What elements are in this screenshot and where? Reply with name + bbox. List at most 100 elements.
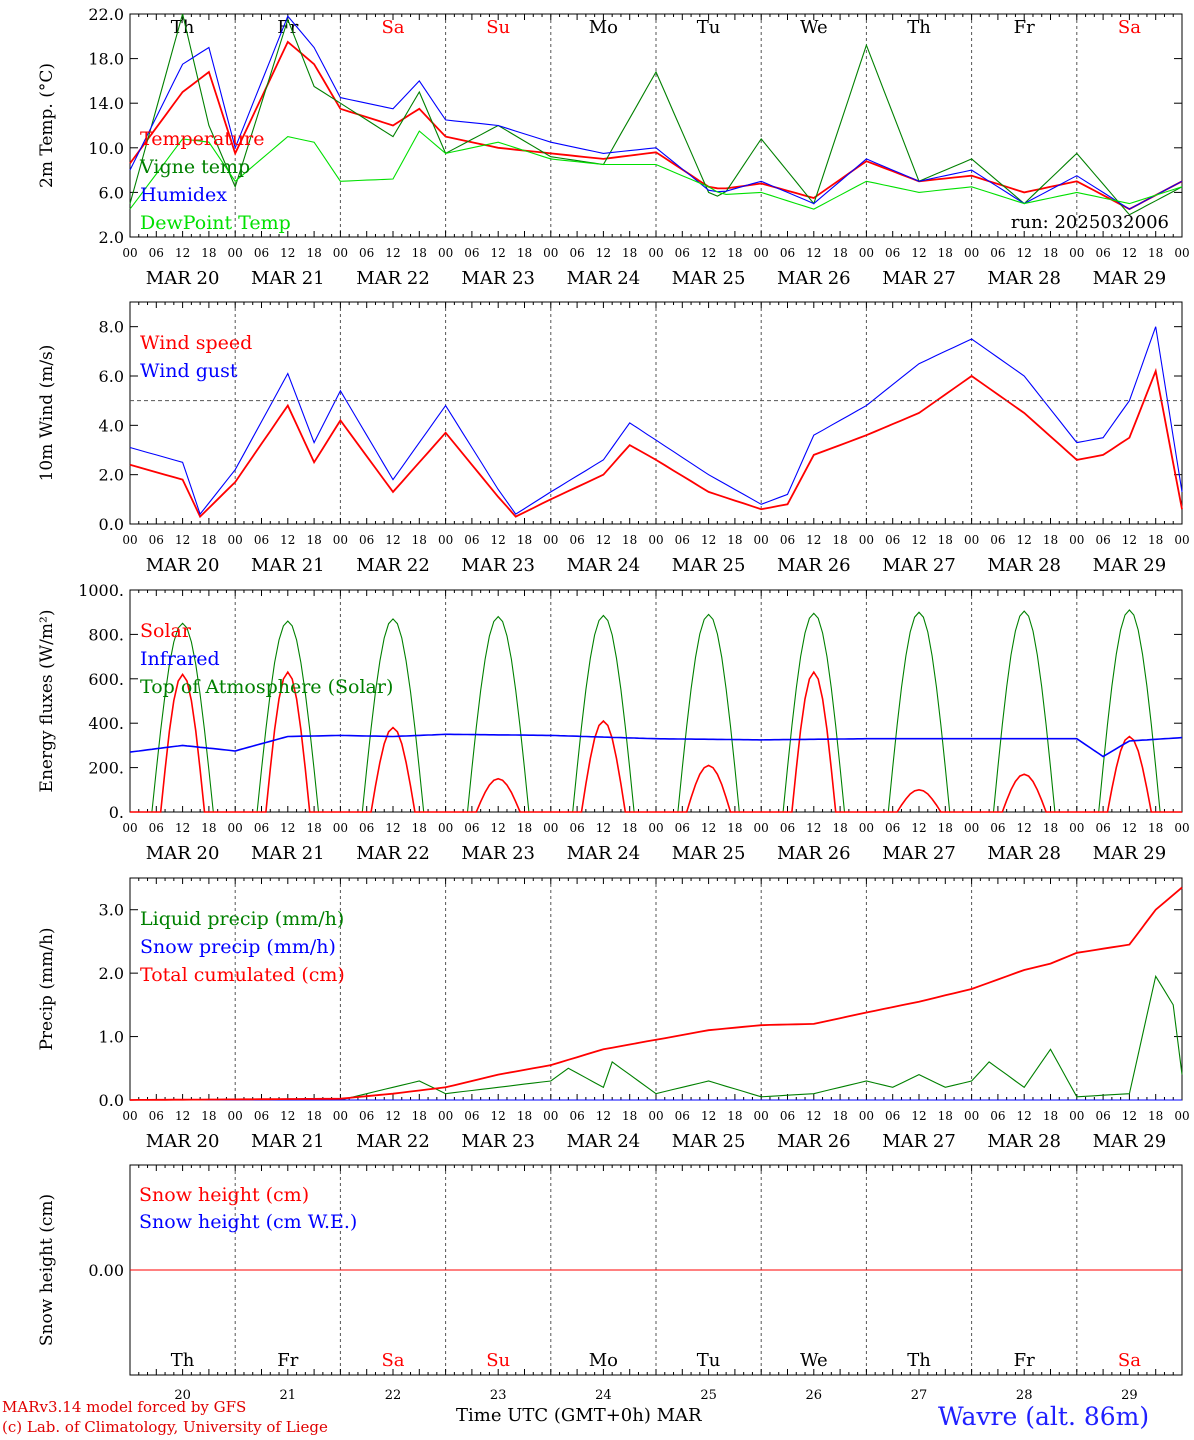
hour-tick-label: 12 <box>385 1109 400 1123</box>
hour-tick-label: 06 <box>464 246 479 260</box>
date-label: MAR 29 <box>1093 843 1167 864</box>
legend-entry: Wind speed <box>140 332 252 354</box>
y-tick-label: 2.0 <box>99 228 124 247</box>
weekday-label: Mo <box>589 17 618 38</box>
hour-tick-label: 12 <box>701 246 716 260</box>
y-tick-label: 400. <box>88 714 124 733</box>
hour-tick-label: 00 <box>1069 821 1084 835</box>
hour-tick-label: 12 <box>175 821 190 835</box>
hour-tick-label: 06 <box>464 533 479 547</box>
y-tick-label: 2.0 <box>99 964 124 983</box>
y-tick-label: 6.0 <box>99 367 124 386</box>
hour-tick-label: 00 <box>964 1109 979 1123</box>
hour-tick-label: 18 <box>306 1109 321 1123</box>
date-label: MAR 21 <box>251 268 325 289</box>
y-tick-label: 800. <box>88 625 124 644</box>
weekday-label: Fr <box>1014 1350 1035 1371</box>
run-annotation: run: 2025032006 <box>1011 212 1169 233</box>
hour-tick-label: 18 <box>412 246 427 260</box>
date-label: MAR 28 <box>987 843 1061 864</box>
hour-tick-label: 00 <box>543 246 558 260</box>
date-label: MAR 23 <box>461 843 535 864</box>
hour-tick-label: 06 <box>780 821 795 835</box>
y-tick-label: 6.0 <box>99 183 124 202</box>
series-line-total-cumulated-cm- <box>129 886 1183 1101</box>
hour-tick-label: 12 <box>491 821 506 835</box>
legend-entry: Solar <box>140 620 192 642</box>
series-line-infrared <box>129 733 1183 758</box>
hour-tick-label: 18 <box>938 1109 953 1123</box>
date-label: MAR 27 <box>882 843 956 864</box>
date-label: MAR 23 <box>461 555 535 576</box>
hour-tick-label: 00 <box>1069 533 1084 547</box>
hour-tick-label: 18 <box>938 821 953 835</box>
hour-tick-label: 06 <box>359 1109 374 1123</box>
hour-tick-label: 12 <box>911 1109 926 1123</box>
hour-tick-label: 00 <box>1174 533 1189 547</box>
hour-tick-label: 12 <box>1017 1109 1032 1123</box>
hour-tick-label: 00 <box>333 821 348 835</box>
hour-tick-label: 06 <box>569 533 584 547</box>
hour-tick-label: 00 <box>1069 246 1084 260</box>
weekday-label: Sa <box>381 1350 404 1371</box>
hour-tick-label: 06 <box>885 533 900 547</box>
date-label: MAR 20 <box>146 555 220 576</box>
date-label: MAR 24 <box>567 555 641 576</box>
hour-tick-label: 00 <box>964 533 979 547</box>
hour-tick-label: 06 <box>1095 821 1110 835</box>
date-label: MAR 25 <box>672 268 746 289</box>
date-label: MAR 26 <box>777 843 851 864</box>
date-label: MAR 29 <box>1093 1131 1167 1152</box>
hour-tick-label: 18 <box>1148 533 1163 547</box>
weekday-label: Tu <box>697 1350 721 1371</box>
weekday-label: Mo <box>589 1350 618 1371</box>
hour-tick-label: 06 <box>1095 533 1110 547</box>
hour-tick-label: 12 <box>596 821 611 835</box>
hour-tick-label: 06 <box>990 821 1005 835</box>
hour-tick-label: 18 <box>727 246 742 260</box>
y-tick-label: 3.0 <box>99 901 124 920</box>
hour-tick-label: 00 <box>859 246 874 260</box>
y-axis-label: 10m Wind (m/s) <box>37 345 57 482</box>
hour-tick-label: 18 <box>517 821 532 835</box>
hour-tick-label: 12 <box>911 821 926 835</box>
weekday-label: Sa <box>1118 1350 1141 1371</box>
hour-tick-label: 18 <box>517 533 532 547</box>
hour-tick-label: 18 <box>412 1109 427 1123</box>
date-label: MAR 21 <box>251 1131 325 1152</box>
y-tick-label: 22.0 <box>88 5 124 24</box>
day-number-label: 29 <box>1121 1388 1138 1403</box>
day-number-label: 23 <box>490 1388 507 1403</box>
hour-tick-label: 12 <box>701 821 716 835</box>
hour-tick-label: 00 <box>754 1109 769 1123</box>
y-tick-label: 600. <box>88 670 124 689</box>
hour-tick-label: 12 <box>491 246 506 260</box>
date-label: MAR 27 <box>882 555 956 576</box>
hour-tick-label: 18 <box>412 533 427 547</box>
hour-tick-label: 18 <box>1148 821 1163 835</box>
date-label: MAR 24 <box>567 268 641 289</box>
hour-tick-label: 00 <box>1174 246 1189 260</box>
hour-tick-label: 06 <box>885 246 900 260</box>
hour-tick-label: 18 <box>832 246 847 260</box>
series-line-dewpoint-temp <box>129 130 1183 210</box>
date-label: MAR 21 <box>251 843 325 864</box>
day-number-label: 25 <box>700 1388 717 1403</box>
hour-tick-label: 06 <box>990 246 1005 260</box>
hour-tick-label: 00 <box>228 246 243 260</box>
series-line-humidex <box>129 15 1183 210</box>
hour-tick-label: 00 <box>122 1109 137 1123</box>
hour-tick-label: 00 <box>859 1109 874 1123</box>
date-label: MAR 20 <box>146 843 220 864</box>
x-axis-title: Time UTC (GMT+0h) MAR <box>456 1405 702 1426</box>
hour-tick-label: 12 <box>806 821 821 835</box>
hour-tick-label: 06 <box>359 533 374 547</box>
hour-tick-label: 00 <box>1174 821 1189 835</box>
legend-entry: Humidex <box>140 184 227 206</box>
date-label: MAR 25 <box>672 555 746 576</box>
y-tick-label: 10.0 <box>88 139 124 158</box>
hour-tick-label: 18 <box>517 246 532 260</box>
hour-tick-label: 00 <box>333 246 348 260</box>
weekday-label: Th <box>171 1350 195 1371</box>
date-label: MAR 26 <box>777 1131 851 1152</box>
